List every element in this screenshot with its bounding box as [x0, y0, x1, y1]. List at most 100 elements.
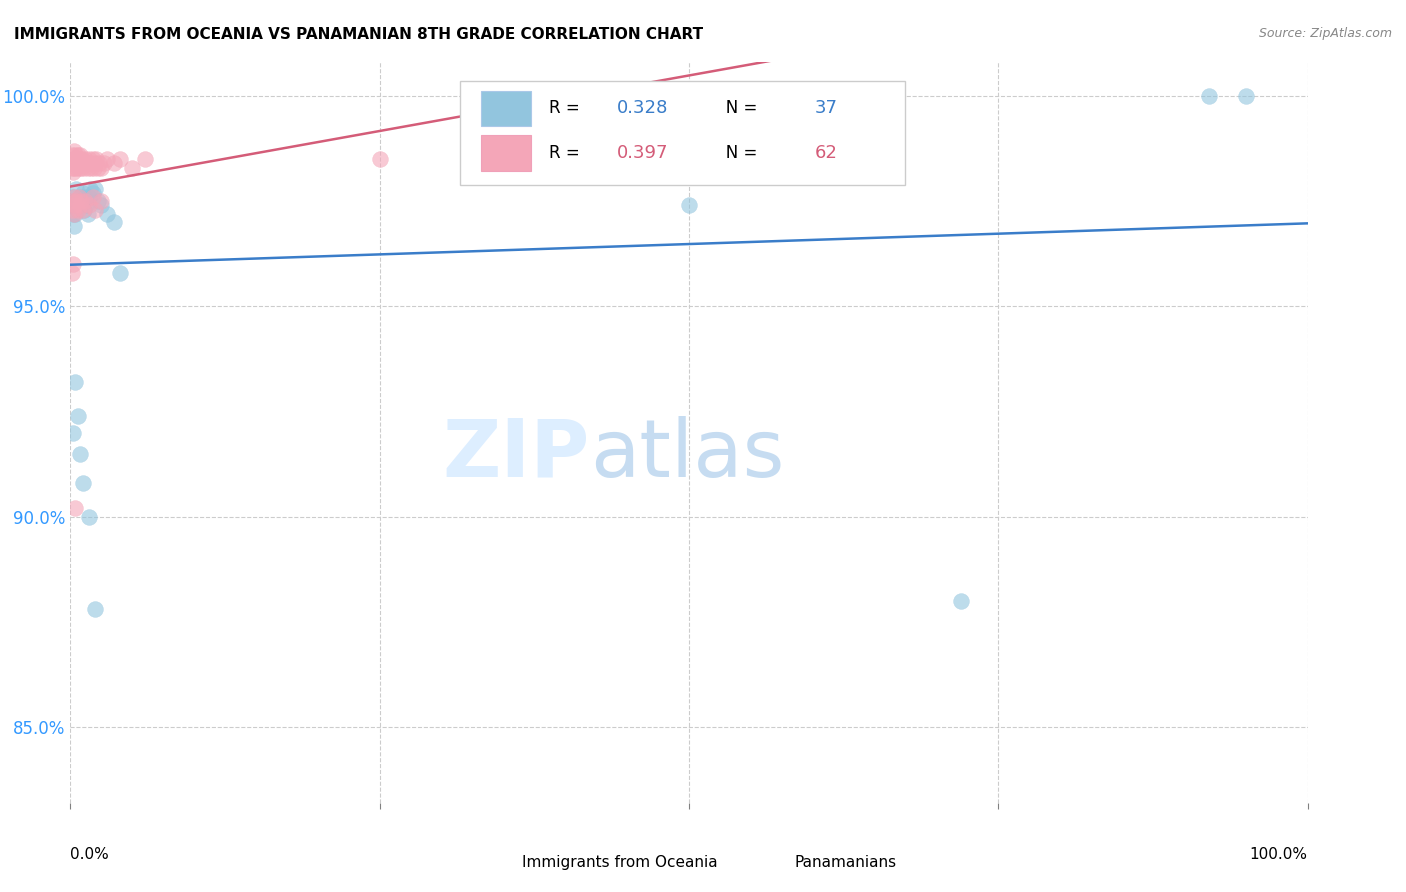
Point [62, 190, 84, 204]
Point [77, 509, 100, 524]
Point [84, 181, 107, 195]
Point [108, 266, 131, 280]
Point [60, 148, 83, 162]
Point [108, 152, 131, 166]
Text: Immigrants from Oceania: Immigrants from Oceania [522, 855, 717, 870]
Point [66, 409, 89, 423]
Point [67, 161, 90, 175]
Point [60, 198, 83, 212]
Point [69, 190, 91, 204]
Point [950, 594, 973, 608]
Point [77, 198, 100, 212]
Point [86, 161, 108, 175]
Text: N =: N = [710, 144, 762, 161]
Point [69, 198, 91, 212]
Point [65, 156, 87, 170]
Point [67, 152, 90, 166]
Point [90, 198, 112, 212]
Point [70, 194, 93, 209]
Point [121, 161, 143, 175]
FancyBboxPatch shape [478, 853, 516, 871]
Point [75, 156, 97, 170]
Point [79, 181, 101, 195]
Point [72, 186, 94, 200]
Text: 0.328: 0.328 [617, 99, 668, 118]
Text: 0.0%: 0.0% [70, 847, 110, 863]
Point [368, 152, 391, 166]
Point [579, 89, 602, 103]
Point [1234, 89, 1257, 103]
Point [76, 207, 98, 221]
Point [65, 181, 87, 195]
Point [103, 215, 125, 229]
Point [84, 152, 107, 166]
Point [63, 194, 86, 209]
Point [678, 198, 700, 212]
Point [65, 198, 87, 212]
Point [65, 207, 87, 221]
Point [65, 161, 87, 175]
Text: Panamanians: Panamanians [794, 855, 896, 870]
Point [75, 198, 97, 212]
Point [72, 476, 94, 491]
Point [75, 194, 97, 209]
Point [65, 194, 87, 209]
Point [65, 501, 87, 516]
Text: R =: R = [550, 144, 585, 161]
Point [1198, 89, 1220, 103]
Point [60, 266, 83, 280]
Text: 100.0%: 100.0% [1250, 847, 1308, 863]
Point [529, 89, 551, 103]
Point [65, 375, 87, 389]
Point [77, 152, 100, 166]
Point [62, 425, 84, 440]
Point [60, 194, 83, 209]
Point [96, 152, 118, 166]
Point [62, 156, 84, 170]
Point [63, 144, 86, 158]
Point [70, 152, 93, 166]
Point [84, 156, 107, 170]
Point [83, 161, 105, 175]
Text: 37: 37 [815, 99, 838, 118]
Point [90, 194, 112, 209]
Point [87, 156, 110, 170]
Point [103, 156, 125, 170]
Point [69, 156, 91, 170]
Text: Source: ZipAtlas.com: Source: ZipAtlas.com [1258, 27, 1392, 40]
FancyBboxPatch shape [481, 91, 530, 126]
Text: atlas: atlas [591, 416, 785, 494]
Point [66, 202, 89, 217]
Point [65, 148, 87, 162]
Point [86, 194, 108, 209]
FancyBboxPatch shape [751, 853, 787, 871]
Text: ZIP: ZIP [443, 416, 591, 494]
Point [82, 186, 104, 200]
Point [66, 148, 89, 162]
Point [76, 161, 98, 175]
Point [63, 161, 86, 175]
Point [72, 156, 94, 170]
Point [66, 156, 89, 170]
Point [66, 194, 89, 209]
Point [82, 190, 104, 204]
Point [63, 207, 86, 221]
Text: N =: N = [710, 99, 762, 118]
Text: 0.397: 0.397 [617, 144, 669, 161]
Point [82, 152, 104, 166]
Point [60, 161, 83, 175]
Point [73, 161, 96, 175]
Point [65, 152, 87, 166]
Point [77, 190, 100, 204]
Point [93, 156, 115, 170]
FancyBboxPatch shape [460, 81, 905, 185]
Point [67, 198, 90, 212]
Point [62, 207, 84, 221]
Point [70, 161, 93, 175]
Text: R =: R = [550, 99, 585, 118]
Point [70, 194, 93, 209]
Point [69, 447, 91, 461]
Point [69, 148, 91, 162]
Point [96, 207, 118, 221]
Point [62, 165, 84, 179]
